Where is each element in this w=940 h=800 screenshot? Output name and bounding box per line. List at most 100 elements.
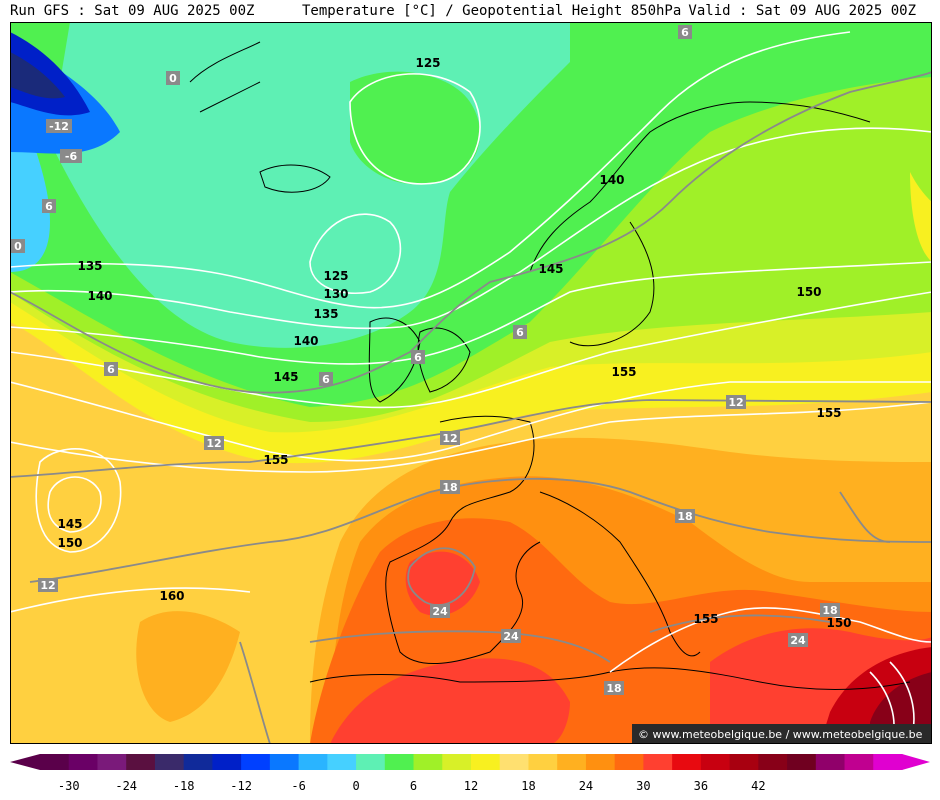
colorbar-tick-label: 30 [636, 779, 650, 793]
temp-label: 6 [411, 350, 425, 364]
colorbar-tick-label: -6 [291, 779, 305, 793]
run-label: Run GFS : Sat 09 AUG 2025 00Z [10, 3, 255, 19]
temp-band-blue [10, 32, 90, 116]
height-label: 125 [323, 269, 348, 283]
temp-band-north-yellow [910, 172, 932, 262]
colorbar-swatch [614, 754, 644, 770]
colorbar-swatch [758, 754, 788, 770]
height-label: 145 [538, 262, 563, 276]
colorbar-tick-label: 6 [410, 779, 417, 793]
svg-text:0: 0 [14, 240, 22, 253]
colorbar-tick-label: 12 [464, 779, 478, 793]
map-frame [10, 22, 932, 744]
valid-label: Valid : Sat 09 AUG 2025 00Z [688, 3, 916, 19]
height-label: 140 [599, 173, 624, 187]
height-label: 155 [611, 365, 636, 379]
height-label: 155 [263, 453, 288, 467]
svg-text:6: 6 [107, 363, 115, 376]
colorbar-swatch [183, 754, 213, 770]
svg-text:24: 24 [432, 605, 448, 618]
colorbar-swatch [844, 754, 874, 770]
colorbar-arrow-left [10, 754, 40, 770]
temp-band-orange-west [136, 611, 240, 722]
weather-map: 125 140 135 140 125 130 135 140 145 145 … [10, 22, 932, 744]
colorbar-swatch [585, 754, 616, 770]
temp-label: 18 [440, 480, 460, 494]
svg-text:12: 12 [728, 396, 743, 409]
svg-text:18: 18 [606, 682, 621, 695]
temp-label: -12 [46, 119, 72, 133]
height-label: 140 [87, 289, 112, 303]
svg-text:6: 6 [322, 373, 330, 386]
temp-label: 6 [513, 325, 527, 339]
height-label: 135 [77, 259, 102, 273]
svg-text:0: 0 [169, 72, 177, 85]
colorbar-swatch [873, 754, 903, 770]
height-label: 155 [693, 612, 718, 626]
temp-label: 12 [38, 578, 58, 592]
colorbar-arrow-right [902, 754, 930, 770]
colorbar-swatch [471, 754, 501, 770]
temp-label: 12 [204, 436, 224, 450]
colorbar-swatch [442, 754, 472, 770]
colorbar-swatch [269, 754, 300, 770]
temp-label: 12 [440, 431, 460, 445]
height-labels: 125 140 135 140 125 130 135 140 145 145 … [57, 56, 851, 630]
temp-label: 0 [166, 71, 180, 85]
svg-text:12: 12 [442, 432, 457, 445]
colorbar-swatch [212, 754, 242, 770]
svg-text:6: 6 [681, 26, 689, 39]
height-label: 130 [323, 287, 348, 301]
colorbar-ticks: -30 -24 -18 -12 -6 0 6 12 18 24 30 36 42 [58, 779, 766, 793]
temp-label: 24 [788, 633, 808, 647]
svg-text:24: 24 [503, 630, 519, 643]
svg-text:-6: -6 [65, 150, 78, 163]
credit-box [632, 724, 932, 744]
svg-text:6: 6 [516, 326, 524, 339]
height-label: 125 [415, 56, 440, 70]
height-label: 140 [293, 334, 318, 348]
temp-label: 12 [726, 395, 746, 409]
svg-text:-12: -12 [49, 120, 69, 133]
colorbar-swatches [10, 754, 930, 770]
colorbar-tick-label: 0 [352, 779, 359, 793]
svg-text:12: 12 [206, 437, 221, 450]
colorbar-tick-label: -18 [173, 779, 195, 793]
temp-label: 6 [678, 25, 692, 39]
colorbar-swatch [787, 754, 817, 770]
temp-label: 6 [42, 199, 56, 213]
temp-band-navy [10, 52, 65, 99]
colorbar-swatch [729, 754, 759, 770]
colorbar-swatch [356, 754, 386, 770]
colorbar-swatch [700, 754, 731, 770]
colorbar-swatch [557, 754, 587, 770]
svg-text:18: 18 [442, 481, 457, 494]
svg-text:24: 24 [790, 634, 806, 647]
colorbar-swatch [97, 754, 127, 770]
temp-label: 18 [604, 681, 624, 695]
svg-text:12: 12 [40, 579, 55, 592]
colorbar-swatch [672, 754, 702, 770]
map-title: Temperature [°C] / Geopotential Height 8… [302, 3, 682, 19]
svg-text:6: 6 [45, 200, 53, 213]
temp-label: 24 [501, 629, 521, 643]
colorbar-swatch [40, 754, 70, 770]
svg-text:18: 18 [677, 510, 692, 523]
colorbar-swatch [384, 754, 415, 770]
colorbar-swatch [643, 754, 673, 770]
temperature-labels: 6 0 -12 -6 6 0 6 6 6 6 12 12 12 18 18 24… [11, 25, 840, 695]
temp-label: 0 [11, 239, 25, 253]
colorbar-swatch [528, 754, 558, 770]
svg-text:18: 18 [822, 604, 837, 617]
colorbar-tick-label: 24 [579, 779, 593, 793]
colorbar-swatch [499, 754, 529, 770]
credit-text: © www.meteobelgique.be / www.meteobelgiq… [638, 728, 923, 741]
height-label: 155 [816, 406, 841, 420]
colorbar-tick-label: -24 [115, 779, 137, 793]
height-label: 145 [273, 370, 298, 384]
height-label: 145 [57, 517, 82, 531]
temp-label: 6 [104, 362, 118, 376]
height-label: 150 [796, 285, 821, 299]
temp-band-red [330, 551, 932, 744]
colorbar-swatch [68, 754, 98, 770]
